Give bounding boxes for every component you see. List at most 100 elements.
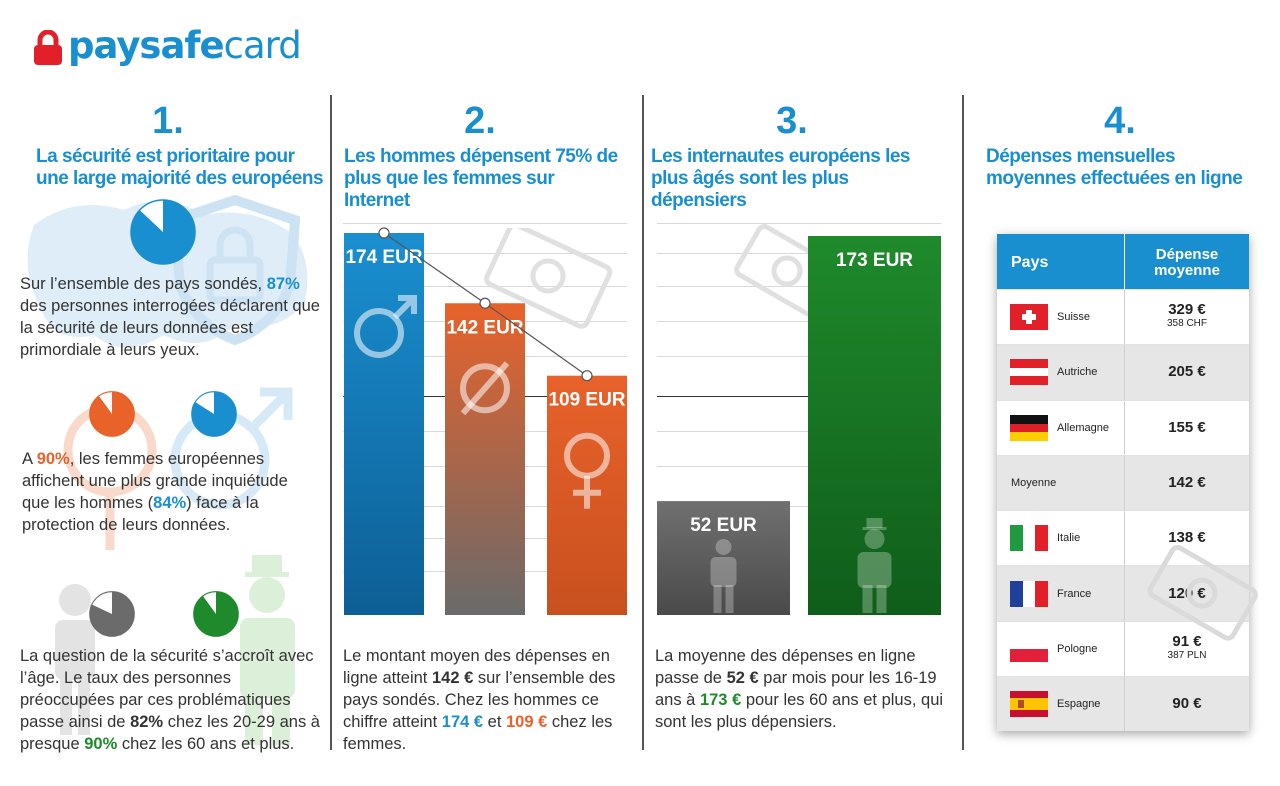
bar [445,303,525,615]
country-cell: Suisse [997,290,1125,345]
women-value: 109 € [506,713,548,731]
text: Le montant moyen des dépenses en ligne a… [343,647,610,687]
spend-cell: 329 €358 CHF [1125,302,1249,331]
table-header: Pays Dépense moyenne [997,234,1249,289]
gridline [343,253,627,254]
flag-at-icon [1010,359,1048,386]
young-value: 52 € [726,669,759,687]
text: Sur l’ensemble des pays sondés, [20,275,267,293]
bar [657,501,790,615]
chart-2-svg: 52 EUR 173 EUR [657,236,941,615]
age-spend-paragraph: La moyenne des dépenses en ligne passe d… [655,645,950,733]
brand-name-thin: card [223,24,302,67]
brand-name-bold: paysafe [68,24,225,67]
country-name: Autriche [1057,366,1098,379]
table-row: Espagne 90 € [997,676,1249,732]
spend-cell: 155 € [1125,418,1249,436]
bar-value-label: 142 EUR [446,317,523,338]
section-heading: Les hommes dépensent 75% de plus que les… [344,146,618,211]
country-cell: Allemagne [997,400,1125,455]
flag-fr-icon [1010,580,1048,607]
section-number: 4. [1104,100,1136,142]
text: et [483,713,506,731]
pie-chart-20-29-82 [89,591,135,637]
pie-chart-60plus-90 [193,591,239,637]
text: , les femmes européennes affichent une p… [22,450,288,512]
chart-age-spend: 52 EUR 173 EUR [657,218,941,615]
section-heading: La sécurité est prioritaire pour une lar… [36,146,324,189]
country-name: Allemagne [1057,421,1109,434]
column-divider [330,95,332,750]
text: La moyenne des dépenses en ligne passe d… [655,647,916,687]
pie-chart-87 [130,199,196,265]
pie-slice [89,391,135,437]
pct-women: 90% [36,450,70,468]
table-row: Moyenne 142 € [997,454,1249,511]
trend-point [581,370,593,382]
country-name: Suisse [1057,311,1091,324]
banknotes-background [484,228,613,329]
table-row: Allemagne 155 € [997,399,1249,455]
spend-local-currency: 358 CHF [1166,318,1207,330]
table-row: Autriche 205 € [997,344,1249,400]
spend-value: 90 € [1172,695,1202,713]
text: chez les femmes. [343,713,613,753]
senior-person-icon [876,585,887,613]
senior-person-icon [864,529,885,549]
pct-87: 87% [266,275,300,293]
country-cell: Espagne [997,677,1125,732]
average-symbol-icon [460,361,510,416]
text: A [22,450,37,468]
text: La question de la sécurité s’accroît ave… [20,647,314,731]
gridline [657,466,941,467]
gridline [343,286,627,287]
trend-point [479,297,491,309]
gridline [657,396,941,397]
pie-chart-women-90 [89,391,135,437]
gridline [657,506,941,507]
text: des personnes interrogées déclarent que … [20,297,320,359]
female-symbol-icon [573,475,601,509]
pie-slice [131,200,195,264]
gridline [657,431,941,432]
section-heading: Les internautes européens les plus âgés … [651,146,911,211]
senior-person-icon [857,552,892,588]
country-cell: Autriche [997,345,1125,400]
flag-it-icon [1010,525,1048,552]
section-number: 2. [464,100,496,142]
shield-lock-background [169,195,301,345]
gridline [657,356,941,357]
avg-value: 142 € [431,669,474,687]
young-person-icon [710,557,737,587]
country-cell: Italie [997,511,1125,566]
bar [344,233,424,615]
text: chez les 20-29 ans à presque [20,713,320,753]
text: par mois pour les 16-19 ans à [655,669,937,709]
table-row: Italie 138 € [997,510,1249,566]
spend-value: 205 € [1168,363,1206,381]
header-country: Pays [997,234,1125,289]
pie-slice [191,391,237,437]
header-spend: Dépense moyenne [1154,246,1220,279]
gender-spend-paragraph: Le montant moyen des dépenses en ligne a… [343,645,633,755]
spend-cell: 138 € [1125,529,1249,547]
spend-cell: 91 €387 PLN [1125,632,1249,663]
bar-value-label: 52 EUR [690,515,757,536]
table-row: Pologne 91 €387 PLN [997,620,1249,677]
men-value: 174 € [441,713,484,731]
section-number: 1. [152,100,184,142]
chart-1-svg: 174 EUR 142 EUR 109 EUR [344,227,627,615]
pie-slice [193,591,239,637]
section-number: 3. [776,100,808,142]
spend-value: 138 € [1168,529,1206,547]
pie-slice [89,591,135,637]
gridline [657,253,941,254]
chart-gender-spend: 174 EUR 142 EUR 109 EUR [343,218,627,615]
spend-value: 155 € [1168,418,1206,436]
spend-cell: 90 € [1125,695,1249,713]
country-name: France [1057,587,1092,600]
security-paragraph-2: A 90%, les femmes européennes affichent … [22,448,292,536]
spend-value: 91 € [1172,632,1202,650]
pct-young: 82% [130,713,164,731]
old-value: 173 € [699,691,742,709]
